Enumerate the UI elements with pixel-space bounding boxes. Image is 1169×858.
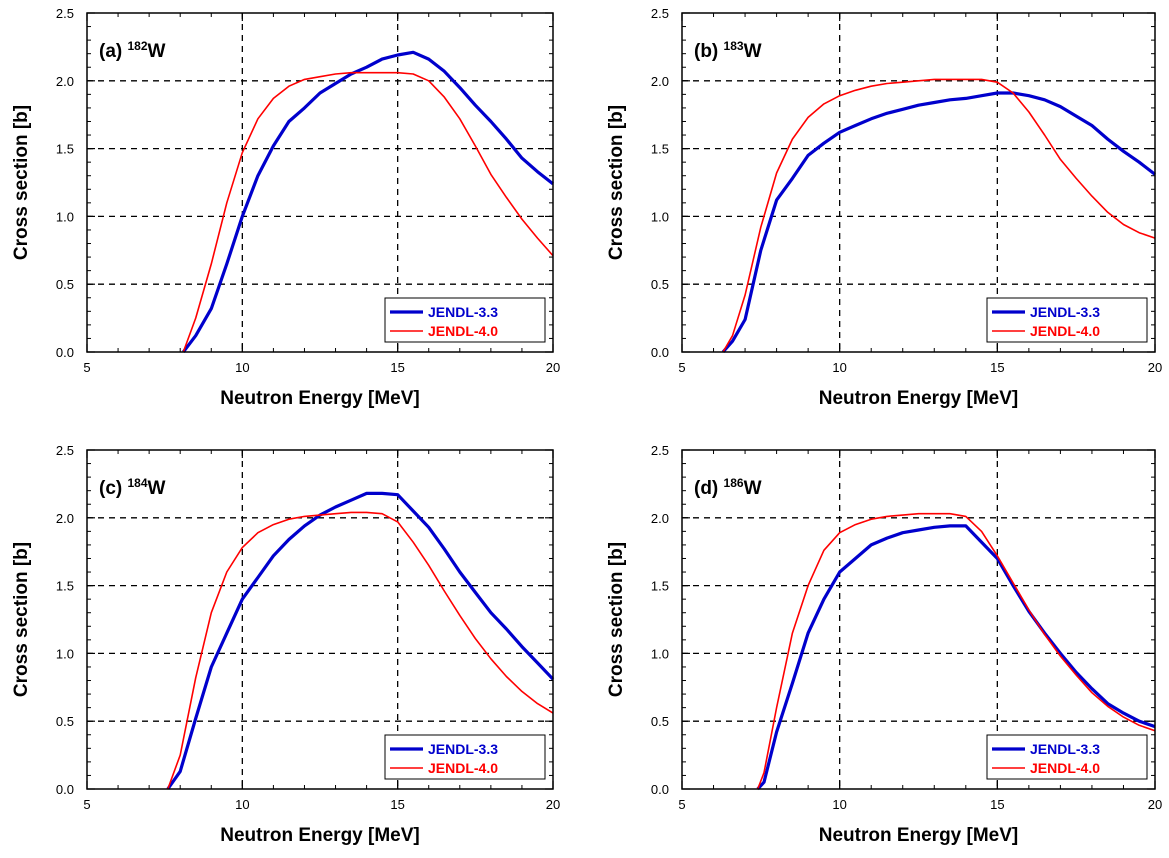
panel-label: (b) 183W (694, 39, 762, 62)
x-tick-label: 10 (235, 360, 249, 375)
panel-letter: (d) (694, 478, 724, 499)
chart-panel-d: 5 10 15 20 0.0 0.5 1.0 1.5 2.0 2.5 Neutron Energy … (606, 443, 1162, 846)
y-tick-label: 2.5 (651, 6, 669, 21)
y-tick-label: 0.0 (56, 345, 74, 360)
x-tick-label: 20 (1148, 797, 1162, 812)
legend-label: JENDL-4.0 (1030, 323, 1100, 339)
x-tick-label: 20 (1148, 360, 1162, 375)
isotope-symbol: W (744, 41, 762, 62)
panel-label: (d) 186W (694, 476, 762, 499)
x-tick-label: 10 (832, 360, 846, 375)
legend: JENDL-3.3 JENDL-4.0 (384, 734, 546, 780)
y-tick-label: 1.5 (56, 142, 74, 157)
panel-letter: (b) (694, 41, 724, 62)
isotope-mass: 184 (128, 476, 148, 490)
y-tick-label: 1.0 (56, 209, 74, 224)
legend-label: JENDL-3.3 (428, 741, 498, 757)
y-tick-label: 1.0 (651, 209, 669, 224)
isotope-symbol: W (744, 478, 762, 499)
y-tick-label: 0.5 (56, 277, 74, 292)
y-axis-title: Cross section [b] (606, 542, 627, 697)
series-line-jendl-4-0 (722, 78, 1156, 353)
legend-label: JENDL-4.0 (428, 760, 498, 776)
y-tick-label: 1.0 (651, 646, 669, 661)
series-line-jendl-3-3 (721, 91, 1156, 354)
series-line-jendl-3-3 (166, 491, 555, 790)
isotope-symbol: W (148, 478, 166, 499)
isotope-mass: 183 (724, 39, 744, 53)
legend-box (384, 734, 546, 780)
panel-letter: (c) (99, 478, 128, 499)
legend-label: JENDL-4.0 (428, 323, 498, 339)
plot-frame (86, 449, 554, 790)
isotope-mass: 182 (128, 39, 148, 53)
legend-box (986, 734, 1148, 780)
x-tick-label: 20 (546, 360, 560, 375)
x-axis-title: Neutron Energy [MeV] (220, 825, 420, 846)
y-tick-label: 0.0 (651, 345, 669, 360)
x-tick-label: 15 (990, 797, 1004, 812)
x-tick-label: 5 (83, 360, 90, 375)
isotope-mass: 186 (724, 476, 744, 490)
legend: JENDL-3.3 JENDL-4.0 (986, 734, 1148, 780)
legend-label: JENDL-3.3 (428, 304, 498, 320)
y-tick-label: 1.5 (651, 142, 669, 157)
series-line-jendl-4-0 (182, 71, 554, 353)
x-tick-label: 20 (546, 797, 560, 812)
isotope-symbol: W (148, 41, 166, 62)
legend-box (986, 297, 1148, 343)
x-tick-label: 15 (390, 797, 404, 812)
y-tick-label: 2.0 (56, 511, 74, 526)
panel-label: (a) 182W (99, 39, 166, 62)
y-tick-label: 0.0 (56, 782, 74, 797)
chart-panel-c: 5 10 15 20 0.0 0.5 1.0 1.5 2.0 2.5 Neutron Energy … (11, 443, 560, 846)
y-tick-label: 1.5 (651, 579, 669, 594)
x-tick-label: 15 (990, 360, 1004, 375)
y-tick-label: 0.0 (651, 782, 669, 797)
y-tick-label: 2.5 (56, 443, 74, 458)
y-tick-label: 0.5 (651, 277, 669, 292)
panel-label: (c) 184W (99, 476, 166, 499)
y-tick-label: 1.5 (56, 579, 74, 594)
plot-frame (681, 12, 1156, 353)
y-tick-label: 2.5 (56, 6, 74, 21)
y-tick-label: 2.0 (56, 74, 74, 89)
x-tick-label: 10 (832, 797, 846, 812)
legend: JENDL-3.3 JENDL-4.0 (384, 297, 546, 343)
y-tick-label: 2.5 (651, 443, 669, 458)
chart-panel-a: 5 10 15 20 0.0 0.5 1.0 1.5 2.0 2.5 Neutron Energy … (11, 6, 560, 409)
series-line-jendl-4-0 (167, 511, 554, 790)
x-tick-label: 5 (678, 797, 685, 812)
x-axis-title: Neutron Energy [MeV] (819, 825, 1019, 846)
x-axis-title: Neutron Energy [MeV] (220, 388, 420, 409)
legend-label: JENDL-3.3 (1030, 741, 1100, 757)
series-line-jendl-3-3 (756, 524, 1156, 791)
y-tick-label: 2.0 (651, 74, 669, 89)
plot-frame (681, 449, 1156, 790)
x-tick-label: 5 (83, 797, 90, 812)
y-axis-title: Cross section [b] (606, 105, 627, 260)
y-axis-title: Cross section [b] (11, 542, 32, 697)
series-line-jendl-4-0 (756, 512, 1156, 790)
x-tick-label: 5 (678, 360, 685, 375)
x-tick-label: 15 (390, 360, 404, 375)
legend-label: JENDL-4.0 (1030, 760, 1100, 776)
y-tick-label: 2.0 (651, 511, 669, 526)
x-axis-title: Neutron Energy [MeV] (819, 388, 1019, 409)
panel-letter: (a) (99, 41, 128, 62)
y-tick-label: 0.5 (651, 714, 669, 729)
legend-box (384, 297, 546, 343)
plot-frame (86, 12, 554, 353)
y-axis-title: Cross section [b] (11, 105, 32, 260)
legend: JENDL-3.3 JENDL-4.0 (986, 297, 1148, 343)
legend-label: JENDL-3.3 (1030, 304, 1100, 320)
y-tick-label: 1.0 (56, 646, 74, 661)
y-tick-label: 0.5 (56, 714, 74, 729)
series-line-jendl-3-3 (182, 50, 554, 353)
x-tick-label: 10 (235, 797, 249, 812)
chart-panel-b: 5 10 15 20 0.0 0.5 1.0 1.5 2.0 2.5 Neutron Energy … (606, 6, 1162, 409)
